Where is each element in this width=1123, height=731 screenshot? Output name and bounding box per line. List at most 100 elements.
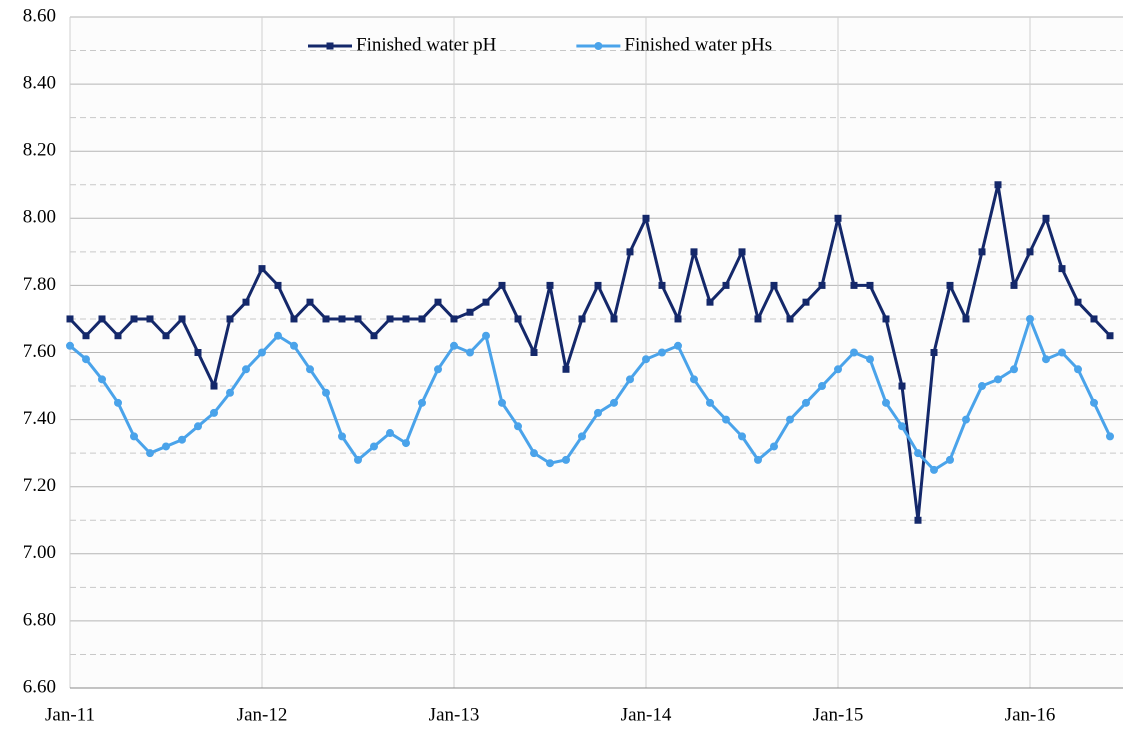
marker (498, 398, 506, 407)
marker (194, 349, 202, 356)
marker (370, 442, 378, 451)
marker (482, 331, 490, 340)
marker (514, 315, 522, 323)
marker (642, 355, 650, 364)
y-tick-label: 8.00 (23, 207, 56, 228)
marker (706, 398, 714, 407)
marker (146, 315, 154, 323)
x-tick-label: Jan-14 (621, 704, 672, 725)
marker (866, 281, 874, 289)
marker (194, 422, 202, 431)
marker (610, 398, 618, 407)
marker (354, 455, 362, 464)
marker (1106, 432, 1114, 441)
marker (866, 355, 874, 364)
marker (354, 315, 362, 323)
marker (1026, 248, 1034, 256)
marker (530, 349, 538, 356)
marker (370, 332, 378, 340)
marker (1010, 365, 1018, 374)
marker (850, 281, 858, 289)
marker (306, 298, 314, 306)
marker (434, 365, 442, 374)
marker (818, 281, 826, 289)
marker (578, 432, 586, 441)
marker (466, 308, 474, 316)
marker (258, 348, 266, 357)
marker (226, 388, 234, 397)
marker (226, 315, 234, 323)
marker (562, 455, 570, 464)
marker (898, 422, 906, 431)
x-tick-label: Jan-12 (237, 704, 288, 725)
marker (594, 408, 602, 417)
marker (610, 315, 618, 323)
marker (738, 248, 746, 256)
x-tick-label: Jan-13 (429, 704, 480, 725)
marker (786, 415, 794, 424)
marker (546, 281, 554, 289)
marker (658, 348, 666, 357)
marker (130, 315, 138, 323)
marker (1090, 315, 1098, 323)
marker (578, 315, 586, 323)
marker (930, 465, 938, 474)
marker (146, 449, 154, 458)
x-tick-label: Jan-11 (45, 704, 95, 725)
marker (98, 315, 106, 323)
marker (626, 375, 634, 384)
y-tick-label: 8.40 (23, 72, 56, 93)
marker (290, 315, 298, 323)
marker (946, 281, 954, 289)
legend-label: Finished water pHs (624, 34, 772, 55)
marker (1106, 332, 1114, 340)
marker (82, 355, 90, 364)
marker (818, 382, 826, 391)
marker (338, 315, 346, 323)
marker (386, 315, 394, 323)
marker (1090, 398, 1098, 407)
marker (162, 332, 170, 340)
x-tick-label: Jan-15 (813, 704, 864, 725)
marker (914, 449, 922, 458)
marker (162, 442, 170, 451)
y-tick-label: 7.20 (23, 475, 56, 496)
marker (242, 298, 250, 306)
marker (338, 432, 346, 441)
marker (946, 455, 954, 464)
marker (418, 398, 426, 407)
marker (706, 298, 714, 306)
y-tick-label: 7.80 (23, 274, 56, 295)
marker (1042, 214, 1050, 222)
marker (1042, 355, 1050, 364)
y-tick-label: 8.20 (23, 140, 56, 161)
marker (754, 455, 762, 464)
marker (178, 315, 186, 323)
marker (802, 298, 810, 306)
marker (962, 315, 970, 323)
marker (322, 388, 330, 397)
marker (114, 398, 122, 407)
marker (418, 315, 426, 323)
legend-marker (594, 42, 603, 50)
y-tick-label: 6.60 (23, 676, 56, 697)
marker (962, 415, 970, 424)
marker (546, 459, 554, 468)
marker (690, 248, 698, 256)
marker (66, 315, 74, 323)
marker (402, 315, 410, 323)
y-tick-label: 7.00 (23, 542, 56, 563)
marker (786, 315, 794, 323)
marker (978, 248, 986, 256)
marker (994, 181, 1002, 189)
marker (450, 341, 458, 350)
marker (514, 422, 522, 431)
marker (834, 214, 842, 222)
y-tick-label: 7.60 (23, 341, 56, 362)
marker (530, 449, 538, 458)
marker (258, 265, 266, 273)
marker (242, 365, 250, 374)
marker (386, 429, 394, 438)
marker (498, 281, 506, 289)
